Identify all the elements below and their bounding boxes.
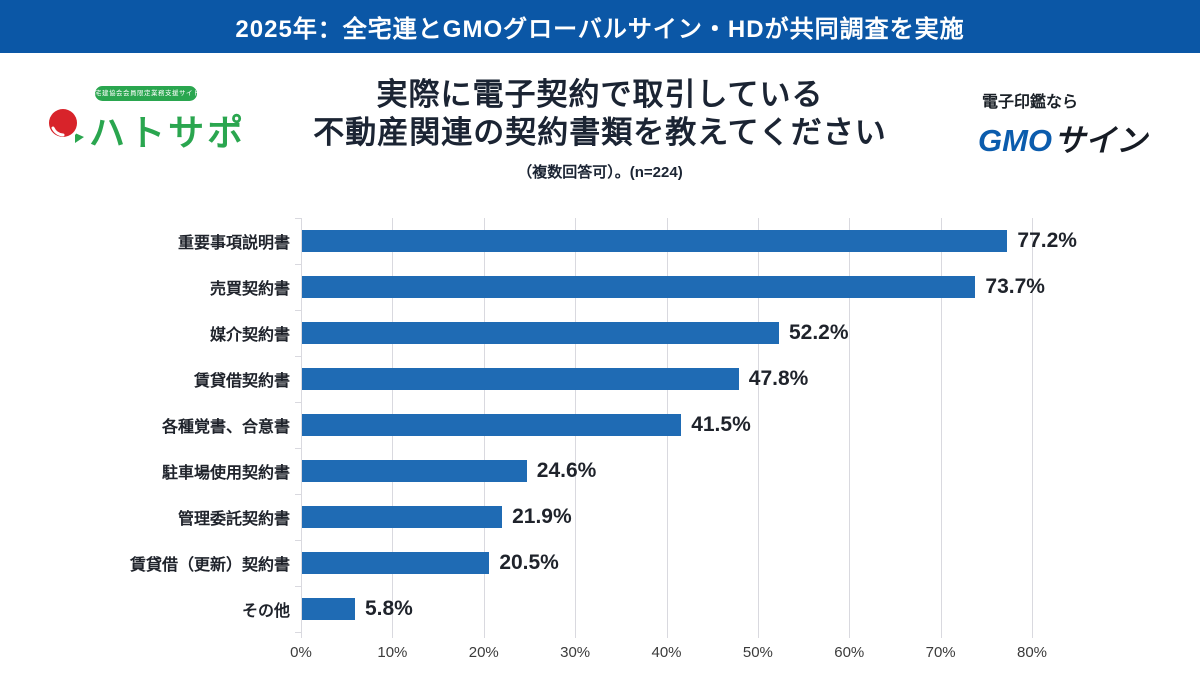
category-tick — [295, 310, 301, 311]
value-label: 24.6% — [536, 459, 597, 482]
x-tick-label: 60% — [834, 644, 865, 661]
bar-row: 24.6% — [302, 448, 1033, 494]
bar-row: 41.5% — [302, 402, 1033, 448]
x-tick-label: 0% — [290, 644, 312, 661]
chart-title-line2: 不動産関連の契約書類を教えてください — [313, 115, 887, 150]
value-label: 77.2% — [1017, 229, 1077, 252]
category-tick — [295, 218, 301, 219]
value-label: 21.9% — [512, 505, 572, 528]
gmo-wordmark: GMOサイン — [978, 115, 1168, 160]
banner-text: 2025年：全宅連とGMOグローバルサイン・HDが共同調査を実施 — [235, 16, 965, 43]
chart-subtitle: （複数回答可）。(n=224) — [517, 164, 683, 181]
value-label: 73.7% — [985, 275, 1045, 298]
bars-layer: 77.2% 73.7% 52.2% 47.8% 41.5% 24.6% 21.9% 20.5%… — [302, 218, 1077, 632]
category-tick — [295, 494, 301, 495]
hatosapo-logo: 宅建協会会員限定業務支援サイト ハトサポ — [35, 86, 255, 157]
category-tick — [295, 448, 301, 449]
gmo-sign-logo: 電子印鑑なら GMOサイン — [978, 88, 1168, 160]
plot-area: 77.2% 73.7% 52.2% 47.8% 41.5% 24.6% 21.9% 20.5%… — [295, 218, 1077, 638]
bar — [302, 552, 490, 574]
category-label: 重要事項説明書 — [177, 235, 290, 252]
bar — [302, 414, 682, 436]
hatosapo-tagline-pill: 宅建協会会員限定業務支援サイト — [95, 86, 197, 101]
bar — [302, 598, 355, 620]
category-axis: 重要事項説明書売買契約書媒介契約書賃貸借契約書各種覚書、合意書 駐車場使用契約書管… — [0, 218, 290, 632]
x-tick-label: 30% — [560, 644, 591, 661]
bar-row: 47.8% — [302, 356, 1033, 402]
top-banner: 2025年：全宅連とGMOグローバルサイン・HDが共同調査を実施 — [0, 0, 1200, 53]
category-tick — [295, 540, 301, 541]
hatosapo-wordmark: ハトサポ — [89, 111, 247, 153]
hatosapo-bird-icon — [35, 102, 85, 157]
category-label: 売買契約書 — [209, 281, 290, 298]
category-label: 賃貸借（更新）契約書 — [129, 557, 290, 574]
bar — [302, 368, 739, 390]
x-tick-label: 80% — [1016, 644, 1048, 661]
category-label: 駐車場使用契約書 — [161, 465, 290, 482]
chart-title-block: 実際に電子契約で取引している 不動産関連の契約書類を教えてください （複数回答可… — [0, 76, 1200, 182]
x-tick-label: 70% — [925, 644, 956, 661]
bar-chart: 重要事項説明書売買契約書媒介契約書賃貸借契約書各種覚書、合意書 駐車場使用契約書管… — [0, 218, 1200, 678]
x-tick-label: 10% — [377, 644, 408, 661]
bar — [302, 460, 527, 482]
bar — [302, 230, 1008, 252]
value-label: 41.5% — [691, 413, 751, 436]
bar-row: 5.8% — [302, 586, 1033, 632]
bar — [302, 322, 779, 344]
value-label: 47.8% — [748, 367, 809, 390]
bar-row: 52.2% — [302, 310, 1033, 356]
category-tick — [295, 586, 301, 587]
grid-line — [1032, 218, 1033, 638]
chart-title-line1: 実際に電子契約で取引している — [376, 77, 824, 112]
bar — [302, 276, 976, 298]
gmo-tagline: 電子印鑑なら — [982, 94, 1079, 111]
category-tick — [295, 402, 301, 403]
x-tick-label: 50% — [742, 644, 773, 661]
category-tick — [295, 632, 301, 633]
bar-row: 20.5% — [302, 540, 1033, 586]
category-label: 各種覚書、合意書 — [161, 419, 290, 436]
bar-row: 73.7% — [302, 264, 1045, 310]
bar-row: 77.2% — [302, 218, 1077, 264]
x-tick-label: 40% — [651, 644, 682, 661]
grid-line — [301, 218, 302, 638]
gmo-brand-text: GMO — [978, 123, 1053, 158]
category-tick — [295, 356, 301, 357]
grid-line — [940, 218, 942, 638]
bar-row: 21.9% — [302, 494, 1033, 540]
value-label: 52.2% — [788, 321, 849, 344]
value-label: 20.5% — [499, 551, 559, 574]
x-axis: 0% 10% 20% 30% 40% 50% 60% 70% 80% — [290, 644, 1047, 666]
category-label: その他 — [241, 603, 290, 620]
grid-line — [757, 218, 759, 638]
category-label: 管理委託契約書 — [177, 511, 290, 528]
category-tick — [295, 264, 301, 265]
grid-line — [849, 218, 851, 638]
gmo-brand-suffix: サイン — [1054, 123, 1148, 158]
category-label: 媒介契約書 — [209, 327, 290, 344]
category-label: 賃貸借契約書 — [193, 373, 290, 390]
x-tick-label: 20% — [468, 644, 499, 661]
value-label: 5.8% — [364, 597, 413, 620]
bar — [302, 506, 503, 528]
